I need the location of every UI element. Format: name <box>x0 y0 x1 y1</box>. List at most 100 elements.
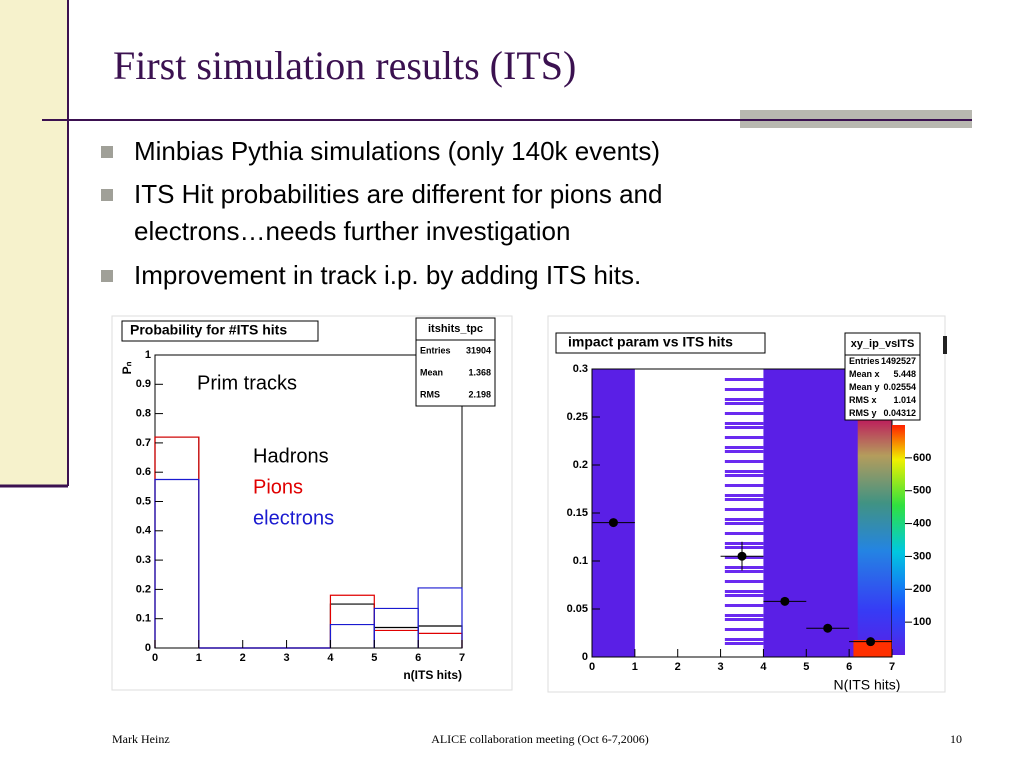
density-cell <box>724 522 764 525</box>
bullet-text: electrons…needs further investigation <box>134 216 570 246</box>
density-cell <box>724 638 764 641</box>
footer-center: ALICE collaboration meeting (Oct 6-7,200… <box>431 732 649 746</box>
x-tick-label: 7 <box>459 652 465 664</box>
chart-title-box <box>121 320 319 342</box>
profile-point <box>737 551 747 561</box>
legend-entry: electrons <box>253 507 334 529</box>
stats-label: Entries <box>420 345 451 355</box>
density-cell <box>724 402 764 405</box>
x-tick-label: 6 <box>846 661 852 673</box>
stats-value: 0.04312 <box>883 408 916 418</box>
hist-bin <box>154 478 200 648</box>
bullet-text: Improvement in track i.p. by adding ITS … <box>134 260 641 290</box>
stats-value: 5.448 <box>893 369 916 379</box>
density-cell <box>724 618 764 621</box>
density-cell <box>724 446 764 449</box>
density-cell <box>724 388 764 391</box>
y-axis-label: i.p. [cm] <box>531 387 547 436</box>
footer-page: 10 <box>950 732 962 746</box>
bullet-marker <box>101 270 113 282</box>
density-cell <box>724 518 764 521</box>
density-cell <box>724 594 764 597</box>
bullet-marker <box>101 146 113 158</box>
cropped-mark <box>943 336 947 354</box>
density-cell <box>724 422 764 425</box>
density-cell <box>724 398 764 401</box>
density-cell <box>724 484 764 487</box>
stats-label: RMS <box>420 389 440 399</box>
density-cell <box>724 590 764 593</box>
density-cell <box>724 614 764 617</box>
stats-label: Mean y <box>849 382 880 392</box>
y-tick-label: 0 <box>145 642 151 654</box>
x-tick-label: 4 <box>760 661 767 673</box>
bullet-text: Minbias Pythia simulations (only 140k ev… <box>134 136 660 166</box>
y-tick-label: 0.9 <box>136 378 151 390</box>
stats-label: Mean x <box>849 369 880 379</box>
z-tick-label: 300 <box>913 550 931 562</box>
chart-title: Probability for #ITS hits <box>130 322 287 338</box>
density-cell <box>853 640 892 657</box>
x-tick-label: 4 <box>327 652 334 664</box>
stats-value: 1.014 <box>893 395 916 405</box>
x-tick-label: 2 <box>240 652 246 664</box>
legend-entry: Hadrons <box>253 445 329 467</box>
y-tick-label: 1 <box>145 349 151 361</box>
density-cell <box>724 474 764 477</box>
y-tick-label: 0.15 <box>567 507 588 519</box>
x-axis-label: N(ITS hits) <box>834 677 901 693</box>
density-cell <box>724 470 764 473</box>
y-tick-label: 0.6 <box>136 466 151 478</box>
density-cell <box>724 566 764 569</box>
hist-bin <box>417 587 463 648</box>
stats-label: Entries <box>849 356 880 366</box>
density-cell <box>724 628 764 631</box>
y-tick-label: 0.8 <box>136 408 151 420</box>
z-tick-label: 500 <box>913 485 931 497</box>
density-cell <box>724 532 764 535</box>
profile-point <box>823 623 833 633</box>
annotation: Prim tracks <box>197 372 297 394</box>
slide-title: First simulation results (ITS) <box>113 43 576 88</box>
z-tick-label: 600 <box>913 452 931 464</box>
y-tick-label: 0.2 <box>136 583 151 595</box>
z-tick-label: 200 <box>913 583 931 595</box>
y-tick-label: 0.2 <box>573 459 588 471</box>
density-cell <box>724 498 764 501</box>
color-bar <box>892 425 905 655</box>
y-tick-label: 0 <box>582 651 588 663</box>
stats-value: 2.198 <box>468 389 491 399</box>
profile-point <box>866 637 876 647</box>
stats-value: 1.368 <box>468 367 491 377</box>
x-tick-label: 2 <box>675 661 681 673</box>
x-tick-label: 0 <box>589 661 595 673</box>
y-tick-label: 0.25 <box>567 411 588 423</box>
y-tick-label: 0.3 <box>573 363 588 375</box>
density-cell <box>724 570 764 573</box>
stats-label: RMS x <box>849 395 877 405</box>
side-strip <box>0 0 68 486</box>
density-cell <box>724 542 764 545</box>
chart-2: 100 200 300 400 500 600 0 0.05 0.1 0.15 0.2 0.25 0.3… <box>531 332 931 693</box>
y-tick-label: 0.4 <box>136 525 152 537</box>
stats-label: Mean <box>420 367 443 377</box>
x-tick-label: 3 <box>284 652 290 664</box>
density-cell <box>724 378 764 381</box>
stats-box <box>415 317 496 407</box>
y-tick-label: 0.3 <box>136 554 151 566</box>
y-tick-label: 0.05 <box>567 603 588 615</box>
density-cell <box>857 420 892 657</box>
stats-name: itshits_tpc <box>428 323 483 335</box>
x-tick-label: 6 <box>415 652 421 664</box>
density-cell <box>724 508 764 511</box>
stats-value: 0.02554 <box>883 382 916 392</box>
stats-name: xy_ip_vsITS <box>851 338 915 350</box>
profile-point <box>608 518 618 528</box>
chart-title-box <box>555 332 766 354</box>
y-tick-label: 0.1 <box>573 555 588 567</box>
density-cell <box>724 494 764 497</box>
x-tick-label: 7 <box>889 661 895 673</box>
stats-value: 1492527 <box>881 356 916 366</box>
density-cell <box>724 426 764 429</box>
footer-author: Mark Heinz <box>112 732 170 746</box>
